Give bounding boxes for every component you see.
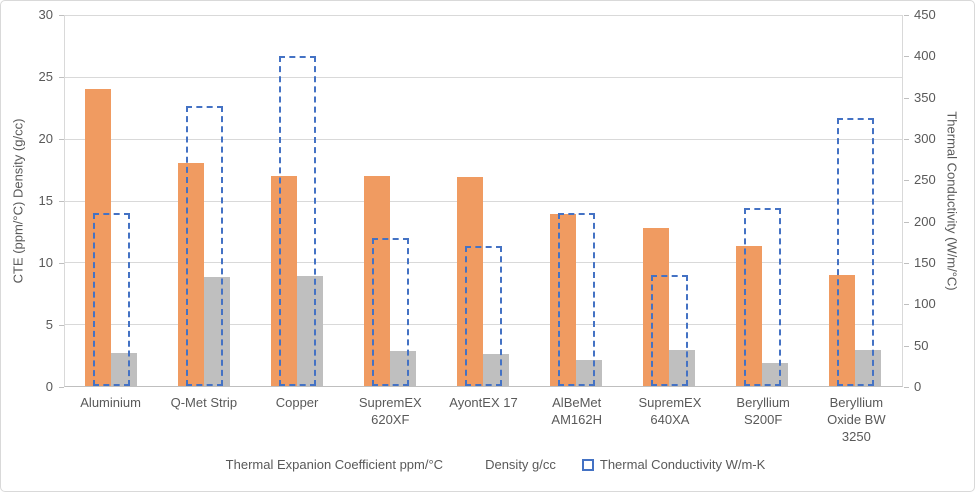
bar-density (483, 353, 509, 386)
bar-density (297, 275, 323, 386)
bar-group (623, 15, 716, 386)
legend-label-thermal-conductivity: Thermal Conductivity W/m-K (599, 457, 766, 472)
right-axis-tick-label: 50 (914, 337, 929, 353)
bar-density (204, 277, 230, 386)
axis-tick-mark (59, 387, 64, 388)
x-category-label: Copper (275, 395, 319, 410)
bar-group (65, 15, 158, 386)
axis-tick-mark (904, 56, 909, 58)
bar-thermal-conductivity (185, 105, 224, 386)
bar-cte (457, 177, 484, 386)
axis-tick-mark (59, 263, 64, 264)
bar-group (530, 15, 623, 386)
x-category-label: SupremEX 620XF (358, 395, 422, 427)
bar-cte (271, 175, 298, 386)
gridline (65, 76, 902, 78)
bar-thermal-conductivity (650, 274, 689, 386)
left-axis-tick-label: 5 (45, 317, 53, 332)
bar-thermal-conductivity (557, 212, 596, 386)
axis-tick-mark (904, 180, 909, 182)
right-axis-tick-label: 150 (914, 255, 936, 270)
x-category-label: Beryllium S200F (736, 395, 790, 427)
gridline (65, 262, 902, 264)
legend-item-thermal-conductivity: Thermal Conductivity W/m-K (581, 457, 766, 472)
bar-density (390, 351, 416, 386)
right-axis-tick-label: 250 (914, 172, 936, 188)
plot-area (64, 15, 903, 387)
axis-tick-mark (59, 139, 64, 140)
axis-tick-mark (904, 15, 909, 16)
left-axis-tick-label: 15 (38, 193, 53, 208)
gridline (65, 15, 902, 16)
bar-thermal-conductivity (278, 56, 317, 386)
cte-series-swatch-icon (210, 460, 220, 470)
axis-tick-mark (904, 97, 909, 99)
gridline (65, 200, 902, 202)
legend-label-cte: Thermal Expanion Coefficient ppm/°C (225, 457, 444, 472)
left-axis-tick-label: 0 (45, 379, 53, 394)
right-axis-tick-label: 200 (914, 213, 936, 229)
bar-density (111, 352, 137, 386)
bar-thermal-conductivity (836, 118, 875, 386)
bar-group (158, 15, 251, 386)
right-axis-tick-label: 450 (914, 7, 936, 22)
thermal-conductivity-series-swatch-icon (581, 458, 594, 471)
bar-group (437, 15, 530, 386)
bar-density (855, 350, 881, 386)
axis-tick-mark (904, 387, 909, 388)
axis-tick-mark (904, 304, 909, 306)
legend-item-cte: Thermal Expanion Coefficient ppm/°C (210, 457, 443, 472)
bar-group (716, 15, 809, 386)
x-category-label: Aluminium (80, 395, 141, 410)
bar-density (762, 363, 788, 386)
bar-cte (829, 274, 856, 386)
axis-tick-mark (904, 345, 909, 347)
x-category-label: Beryllium Oxide BW 3250 (827, 395, 886, 444)
x-category-label: AlBeMet AM162H (551, 395, 602, 427)
legend: Thermal Expanion Coefficient ppm/°C Dens… (1, 457, 974, 472)
density-series-swatch-icon (469, 460, 479, 470)
axis-tick-mark (59, 201, 64, 202)
legend-label-density: Density g/cc (485, 457, 556, 472)
bar-group (344, 15, 437, 386)
left-axis-tick-label: 30 (38, 7, 53, 22)
bar-cte (736, 246, 763, 386)
bar-thermal-conductivity (464, 245, 503, 386)
bar-group (809, 15, 902, 386)
right-axis-tick-label: 0 (914, 379, 922, 394)
legend-item-density: Density g/cc (469, 457, 556, 472)
axis-tick-mark (59, 325, 64, 326)
axis-tick-mark (59, 77, 64, 78)
x-category-label: AyontEX 17 (449, 395, 518, 410)
axis-tick-mark (904, 139, 909, 140)
right-axis-tick-label: 350 (914, 89, 936, 105)
axis-tick-mark (904, 263, 909, 264)
bar-cte (643, 227, 669, 386)
x-category-label: Q-Met Strip (170, 395, 238, 410)
bar-cte (178, 163, 205, 386)
gridline (65, 138, 902, 140)
left-axis-tick-label: 25 (38, 69, 53, 84)
bar-thermal-conductivity (92, 212, 131, 386)
x-category-label: SupremEX 640XA (638, 395, 702, 427)
bar-thermal-conductivity (743, 207, 782, 386)
bar-group (251, 15, 344, 386)
bar-cte (85, 89, 112, 386)
right-axis-tick-label: 400 (914, 48, 936, 64)
x-axis-labels: Aluminium Q-Met Strip Copper SupremEX 620XF… (64, 394, 903, 452)
left-axis-tick-label: 20 (38, 131, 53, 146)
bar-density (576, 360, 602, 386)
left-axis-tick-label: 10 (38, 255, 53, 270)
bar-density (669, 350, 695, 386)
bar-cte (550, 214, 577, 386)
bar-thermal-conductivity (371, 237, 410, 386)
bar-cte (364, 175, 390, 386)
right-axis-tick-label: 300 (914, 131, 936, 146)
gridline (65, 324, 902, 326)
axis-tick-mark (904, 221, 909, 223)
axis-tick-mark (59, 15, 64, 16)
right-axis-tick-label: 100 (914, 296, 936, 312)
